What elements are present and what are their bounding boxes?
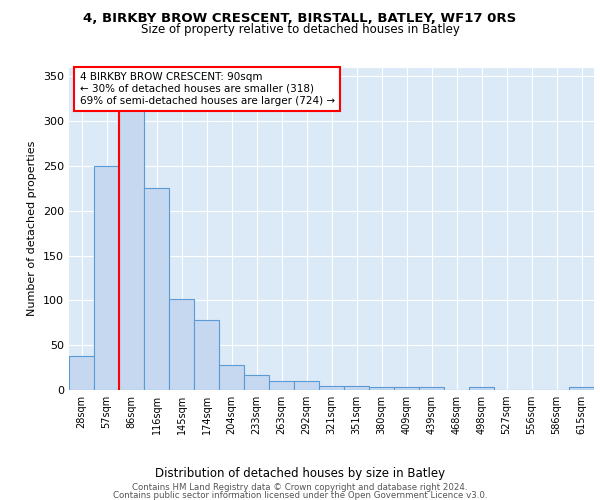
Bar [69, 356, 94, 390]
Bar [219, 365, 244, 390]
Bar [319, 386, 344, 390]
Bar [119, 94, 144, 390]
Bar [169, 298, 194, 390]
Bar [294, 381, 319, 390]
Text: Contains HM Land Registry data © Crown copyright and database right 2024.: Contains HM Land Registry data © Crown c… [132, 484, 468, 492]
Bar [369, 388, 394, 390]
Bar [419, 388, 444, 390]
Bar [344, 386, 369, 390]
Bar [394, 388, 419, 390]
Text: Contains public sector information licensed under the Open Government Licence v3: Contains public sector information licen… [113, 491, 487, 500]
Bar [94, 166, 119, 390]
Bar [469, 388, 494, 390]
Text: Distribution of detached houses by size in Batley: Distribution of detached houses by size … [155, 468, 445, 480]
Text: 4 BIRKBY BROW CRESCENT: 90sqm
← 30% of detached houses are smaller (318)
69% of : 4 BIRKBY BROW CRESCENT: 90sqm ← 30% of d… [79, 72, 335, 106]
Bar [569, 388, 594, 390]
Y-axis label: Number of detached properties: Number of detached properties [28, 141, 37, 316]
Text: Size of property relative to detached houses in Batley: Size of property relative to detached ho… [140, 22, 460, 36]
Bar [144, 188, 169, 390]
Bar [194, 320, 219, 390]
Text: 4, BIRKBY BROW CRESCENT, BIRSTALL, BATLEY, WF17 0RS: 4, BIRKBY BROW CRESCENT, BIRSTALL, BATLE… [83, 12, 517, 26]
Bar [269, 381, 294, 390]
Bar [244, 375, 269, 390]
